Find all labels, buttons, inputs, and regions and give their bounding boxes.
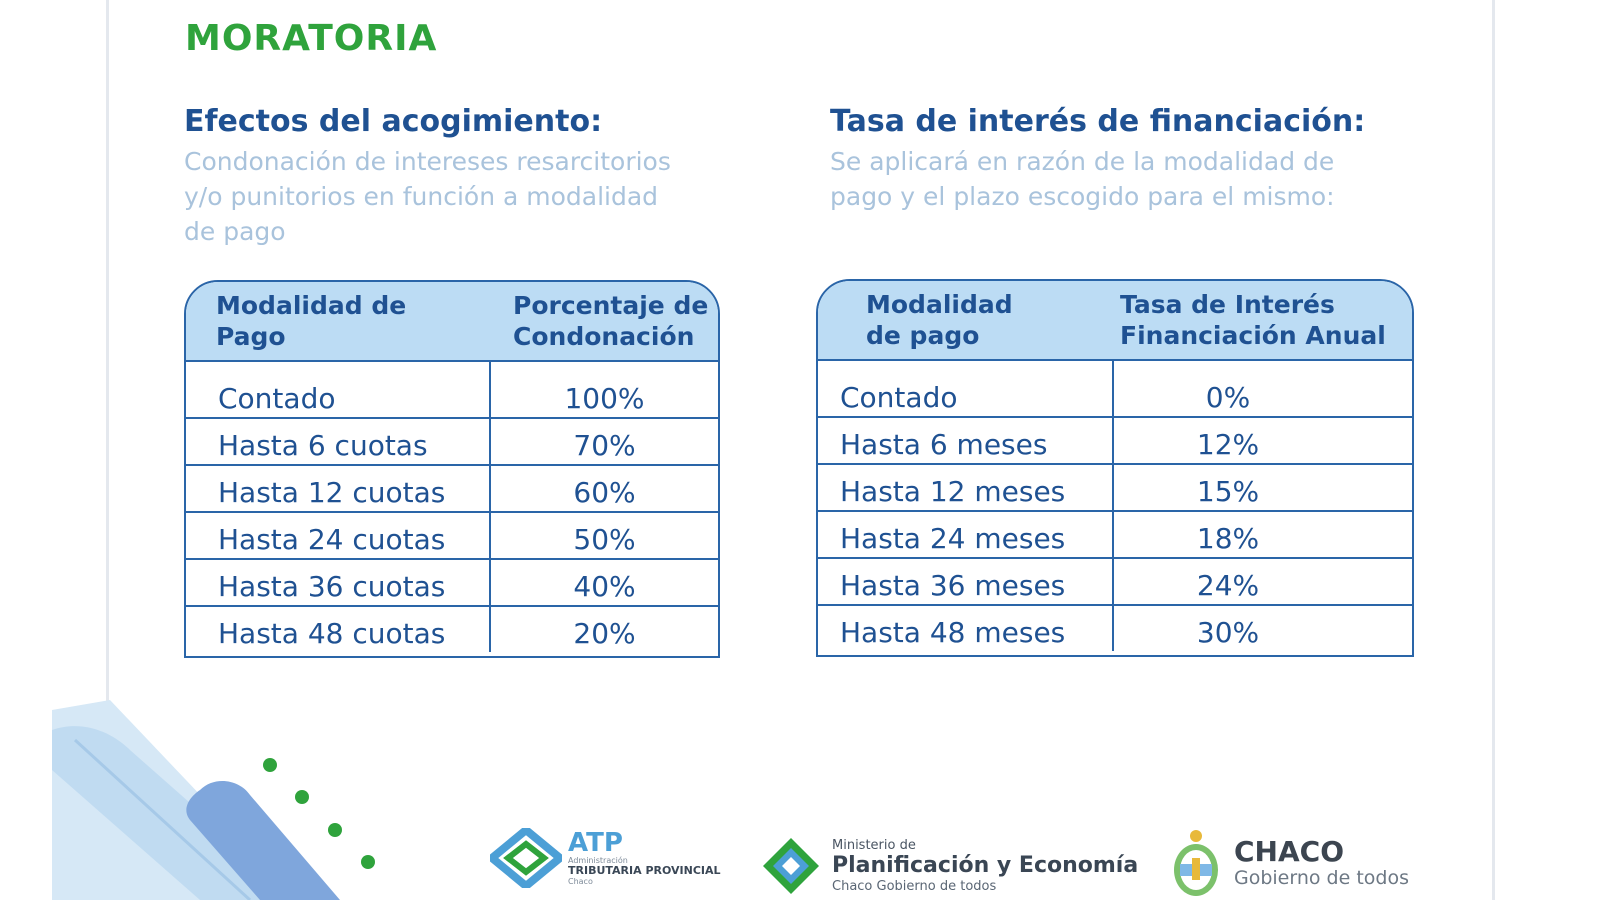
table-row: Hasta 48 cuotas 20% <box>186 605 718 652</box>
atp-subtitle: TRIBUTARIA PROVINCIAL <box>568 864 721 877</box>
atp-logo: ATP Administración TRIBUTARIA PROVINCIAL… <box>490 828 721 888</box>
table-row: Contado 0% <box>818 361 1412 416</box>
table-row: Hasta 12 cuotas 60% <box>186 464 718 511</box>
porcentaje-cell: 20% <box>573 617 636 650</box>
column-header-modalidad: Modalidad de Pago <box>216 291 407 351</box>
atp-subtitle: Chaco <box>568 877 593 886</box>
modalidad-cell: Hasta 36 cuotas <box>186 560 491 605</box>
page-frame-left <box>106 0 109 900</box>
description-line: pago y el plazo escogido para el mismo: <box>830 182 1335 211</box>
porcentaje-cell: 50% <box>573 523 636 556</box>
modalidad-cell: Hasta 24 cuotas <box>186 513 491 558</box>
modalidad-cell: Hasta 24 meses <box>818 512 1114 557</box>
ministerio-label: Ministerio de <box>832 838 916 853</box>
description-line: Se aplicará en razón de la modalidad de <box>830 147 1335 176</box>
modalidad-cell: Hasta 12 cuotas <box>186 466 491 511</box>
tasa-cell: 0% <box>1205 381 1251 414</box>
column-header-tasa: Tasa de Interés Financiación Anual <box>1120 290 1386 350</box>
chaco-tagline: Gobierno de todos <box>1234 867 1410 889</box>
modalidad-cell: Hasta 6 meses <box>818 418 1114 463</box>
description-line: de pago <box>184 217 286 246</box>
description-line: Condonación de intereses resarcitorios <box>184 147 671 176</box>
table-row: Hasta 24 meses 18% <box>818 510 1412 557</box>
table-row: Hasta 12 meses 15% <box>818 463 1412 510</box>
modalidad-cell: Hasta 12 meses <box>818 465 1114 510</box>
chaco-logo: CHACO Gobierno de todos <box>1170 828 1409 898</box>
tasa-cell: 24% <box>1196 569 1260 602</box>
section-description: Condonación de intereses resarcitorios y… <box>184 144 764 249</box>
atp-subtitle: Administración <box>568 856 628 865</box>
section-description: Se aplicará en razón de la modalidad de … <box>830 144 1430 214</box>
page-title: MORATORIA <box>185 18 438 59</box>
tasa-cell: 12% <box>1196 428 1260 461</box>
tasa-cell: 15% <box>1196 475 1260 508</box>
porcentaje-cell: 70% <box>573 429 636 462</box>
section-tasa: Tasa de interés de financiación: Se apli… <box>830 102 1430 214</box>
table-row: Hasta 6 meses 12% <box>818 416 1412 463</box>
table-header: Modalidad de pago Tasa de Interés Financ… <box>818 281 1412 361</box>
table-row: Hasta 6 cuotas 70% <box>186 417 718 464</box>
porcentaje-cell: 60% <box>573 476 636 509</box>
table-row: Hasta 48 meses 30% <box>818 604 1412 651</box>
planificacion-logo: Ministerio de Planificación y Economía C… <box>760 835 1138 897</box>
column-header-modalidad: Modalidad de pago <box>866 290 1013 350</box>
table-row: Hasta 24 cuotas 50% <box>186 511 718 558</box>
porcentaje-cell: 40% <box>573 570 636 603</box>
atp-logo-icon <box>490 828 562 888</box>
column-header-porcentaje: Porcentaje de Condonación <box>513 291 709 351</box>
chaco-shield-icon <box>1174 830 1218 896</box>
table-row: Hasta 36 meses 24% <box>818 557 1412 604</box>
modalidad-cell: Hasta 6 cuotas <box>186 419 491 464</box>
page-frame-right <box>1492 0 1495 900</box>
description-line: y/o punitorios en función a modalidad <box>184 182 659 211</box>
condonacion-table: Modalidad de Pago Porcentaje de Condonac… <box>184 280 720 658</box>
table-header: Modalidad de Pago Porcentaje de Condonac… <box>186 282 718 362</box>
atp-name: ATP <box>568 828 623 858</box>
tasa-cell: 30% <box>1196 616 1260 649</box>
table-row: Hasta 36 cuotas 40% <box>186 558 718 605</box>
ministerio-tagline: Chaco Gobierno de todos <box>832 879 997 894</box>
tasa-cell: 18% <box>1196 522 1260 555</box>
modalidad-cell: Contado <box>818 361 1114 416</box>
modalidad-cell: Hasta 36 meses <box>818 559 1114 604</box>
porcentaje-cell: 100% <box>564 382 645 415</box>
modalidad-cell: Contado <box>186 362 491 417</box>
planificacion-logo-icon <box>763 838 819 894</box>
section-heading: Tasa de interés de financiación: <box>830 104 1366 139</box>
ministerio-name: Planificación y Economía <box>832 853 1139 878</box>
modalidad-cell: Hasta 48 meses <box>818 606 1114 651</box>
table-row: Contado 100% <box>186 362 718 417</box>
section-efectos: Efectos del acogimiento: Condonación de … <box>184 102 764 249</box>
chaco-name: CHACO <box>1234 835 1345 868</box>
tasa-interes-table: Modalidad de pago Tasa de Interés Financ… <box>816 279 1414 657</box>
modalidad-cell: Hasta 48 cuotas <box>186 607 491 652</box>
section-heading: Efectos del acogimiento: <box>184 104 603 139</box>
decorative-shapes <box>52 700 375 900</box>
